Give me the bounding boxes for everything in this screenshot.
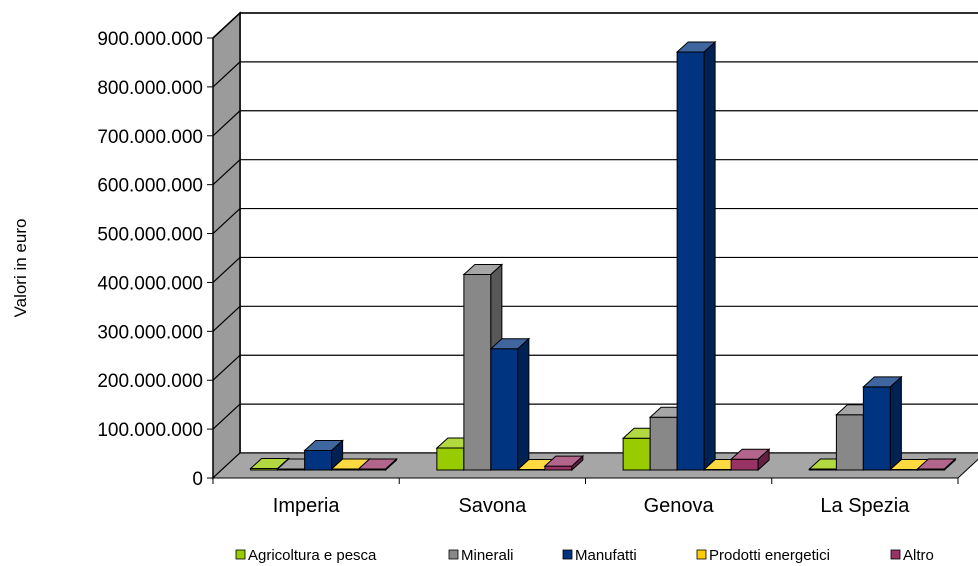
bar-side [517,337,530,472]
y-tick-label: 100.000.000 [97,420,203,441]
legend-swatch [562,549,573,560]
bar-front [436,447,465,471]
bar-front [835,414,864,471]
y-tick-label: 200.000.000 [97,371,203,392]
y-tick-label: 300.000.000 [97,322,203,343]
bar [303,439,344,472]
x-axis-categories: Imperia Savona Genova La Spezia [212,478,959,517]
y-tick-label: 400.000.000 [97,273,203,294]
bar-front [730,458,759,471]
legend-label: Prodotti energetici [709,547,830,564]
y-tick-label: 700.000.000 [97,127,203,148]
gridline [212,12,978,39]
bar-front [463,273,492,471]
gridline [212,403,978,430]
legend-item: Manufatti [562,547,637,564]
bar-front [862,386,891,471]
bar [862,375,903,472]
category-label: Genova [644,495,715,517]
bar-side [703,40,716,472]
gridline [212,354,978,381]
gridline [212,256,978,283]
bar [489,337,531,472]
bar-side [571,454,584,472]
bar-front [676,51,705,471]
y-tick-label: 800.000.000 [97,78,203,99]
legend-swatch [696,549,707,560]
bar [543,454,585,472]
legend-item: Prodotti energetici [696,547,830,564]
legend-item: Agricoltura e pesca [235,547,377,564]
gridline [212,207,978,234]
bar-front [490,348,519,471]
bars [249,40,957,472]
bar [916,457,957,472]
bar-side [385,457,398,472]
legend-label: Altro [903,547,934,564]
category-label: Imperia [273,495,341,517]
legend-item: Altro [890,547,934,564]
bar-front [544,465,573,471]
floor-plane [211,452,978,479]
legend: Agricoltura e pesca Minerali Manufatti Prod… [235,547,934,564]
gridline [212,159,978,186]
legend-swatch [448,549,459,560]
category-label: Savona [458,495,527,517]
y-tick-label: 600.000.000 [97,176,203,197]
gridline [212,61,978,88]
legend-swatch [890,549,901,560]
bar-side [943,457,956,472]
legend-label: Agricoltura e pesca [248,547,377,564]
chart-floor [211,452,978,479]
bar-side [889,375,902,472]
y-axis-title: Valori in euro [11,219,30,318]
y-tick-label: 0 [192,469,203,490]
legend-swatch [235,549,246,560]
bar [675,40,717,472]
gridline [212,305,978,332]
y-tick-label: 900.000.000 [97,29,203,50]
legend-label: Manufatti [575,547,637,564]
legend-item: Minerali [448,547,514,564]
bar-front [649,416,678,471]
bar [357,457,398,472]
bar [729,448,771,472]
gridlines [212,12,978,430]
bar-front [622,437,651,471]
legend-label: Minerali [461,547,514,564]
category-label: La Spezia [820,495,910,517]
y-axis-ticks: 0 100.000.000 200.000.000 300.000.000 400.00… [97,29,214,490]
y-tick-label: 500.000.000 [97,225,203,246]
bar-side [757,448,770,472]
gridline [212,110,978,137]
bar-front [304,449,333,471]
